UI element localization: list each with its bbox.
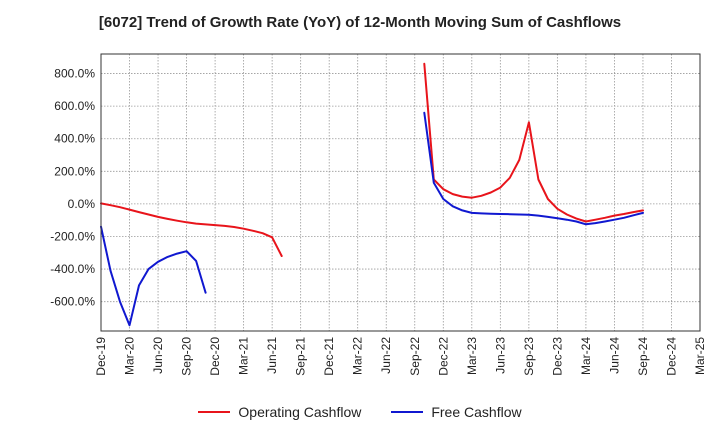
series-line-operating-cashflow xyxy=(423,62,644,223)
y-axis: -600.0% -400.0% -200.0% 0.0% 200.0% 400.0% 600… xyxy=(50,67,95,309)
y-tick-label: -400.0% xyxy=(50,262,95,276)
x-tick-label: Mar-21 xyxy=(237,337,251,375)
x-tick-label: Sep-24 xyxy=(636,337,650,376)
y-tick-label: 400.0% xyxy=(54,132,95,146)
x-tick-label: Dec-22 xyxy=(436,337,450,376)
x-tick-label: Mar-25 xyxy=(693,337,707,375)
x-tick-label: Mar-22 xyxy=(351,337,365,375)
grid xyxy=(101,54,700,331)
x-tick-label: Dec-24 xyxy=(664,337,678,376)
series-line-free-cashflow xyxy=(423,111,644,226)
x-axis: Dec-19 Mar-20 Jun-20 Sep-20 Dec-20 Mar-21 Jun-… xyxy=(94,337,707,376)
y-tick-label: 600.0% xyxy=(54,99,95,113)
series-line-free-cashflow xyxy=(100,225,207,327)
x-tick-label: Dec-20 xyxy=(208,337,222,376)
plot-frame xyxy=(100,53,701,332)
x-tick-label: Sep-20 xyxy=(180,337,194,376)
x-tick-label: Mar-20 xyxy=(123,337,137,375)
legend-swatch-operating-cashflow xyxy=(198,411,231,413)
x-tick-label: Mar-24 xyxy=(579,337,593,375)
x-tick-label: Mar-23 xyxy=(465,337,479,375)
y-tick-label: 800.0% xyxy=(54,67,95,81)
x-tick-label: Jun-23 xyxy=(493,337,507,374)
x-tick-label: Sep-22 xyxy=(408,337,422,376)
legend-label-operating-cashflow: Operating Cashflow xyxy=(238,404,362,420)
legend-item-free-cashflow: Free Cashflow xyxy=(391,404,522,420)
y-tick-label: -200.0% xyxy=(50,229,95,243)
x-tick-label: Jun-22 xyxy=(379,337,393,374)
x-tick-label: Jun-24 xyxy=(607,337,621,374)
x-tick-label: Dec-23 xyxy=(550,337,564,376)
x-tick-label: Sep-21 xyxy=(294,337,308,376)
y-tick-label: 0.0% xyxy=(68,197,96,211)
series-lines xyxy=(100,62,644,327)
legend-swatch-free-cashflow xyxy=(391,411,424,413)
x-tick-label: Dec-21 xyxy=(322,337,336,376)
x-tick-label: Jun-20 xyxy=(151,337,165,374)
x-tick-label: Sep-23 xyxy=(522,337,536,376)
legend-label-free-cashflow: Free Cashflow xyxy=(431,404,522,420)
y-tick-label: 200.0% xyxy=(54,164,95,178)
legend: Operating Cashflow Free Cashflow xyxy=(0,404,720,420)
y-tick-label: -600.0% xyxy=(50,295,95,309)
series-line-operating-cashflow xyxy=(100,202,283,257)
x-tick-label: Jun-21 xyxy=(265,337,279,374)
legend-item-operating-cashflow: Operating Cashflow xyxy=(198,404,361,420)
x-tick-label: Dec-19 xyxy=(94,337,108,376)
chart-title: [6072] Trend of Growth Rate (YoY) of 12-… xyxy=(98,14,622,31)
